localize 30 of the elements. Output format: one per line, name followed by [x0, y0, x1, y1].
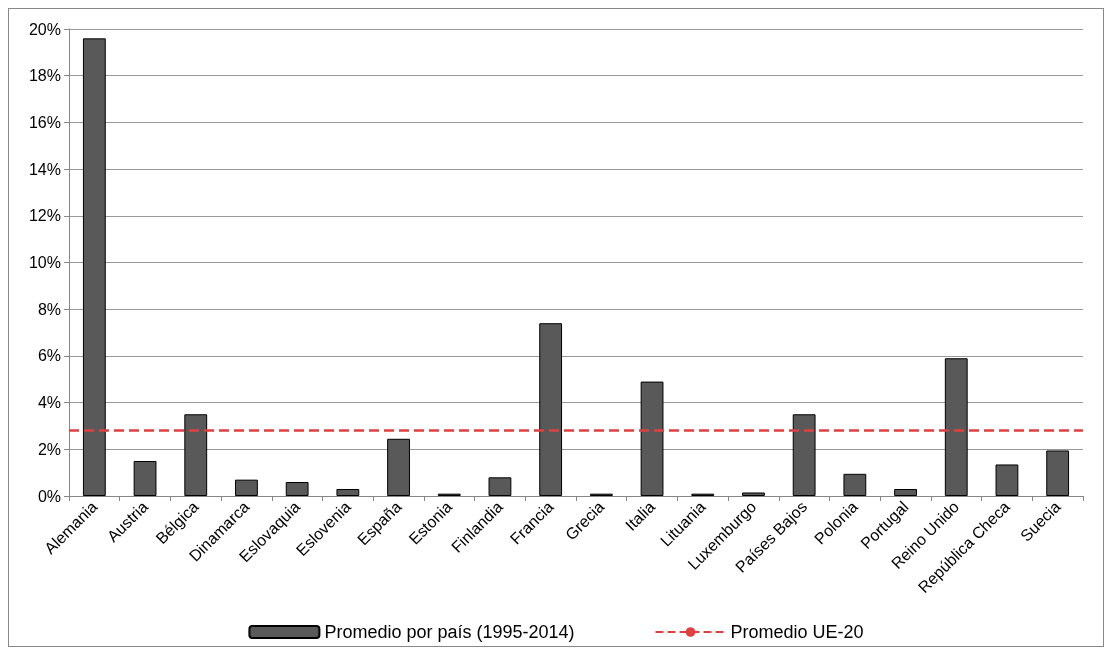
- y-tick-label: 2%: [37, 440, 61, 458]
- y-tick-label: 20%: [28, 20, 61, 38]
- legend-label: Promedio por país (1995-2014): [324, 622, 575, 642]
- bar: [184, 414, 208, 496]
- bar: [82, 38, 106, 496]
- y-tick-label: 0%: [37, 487, 61, 505]
- bar: [792, 414, 816, 496]
- legend-label: Promedio UE-20: [730, 622, 864, 642]
- y-tick-label: 10%: [28, 254, 61, 271]
- bar: [387, 438, 410, 496]
- y-tick-label: 6%: [37, 347, 61, 365]
- bar: [285, 481, 309, 496]
- y-tick-label: 12%: [28, 207, 61, 225]
- bar: [944, 358, 968, 496]
- bar: [133, 460, 157, 496]
- bar: [488, 477, 512, 496]
- bar: [539, 323, 563, 496]
- y-tick-label: 14%: [28, 160, 61, 178]
- bar: [1046, 450, 1070, 496]
- bar: [336, 489, 360, 496]
- y-tick-label: 4%: [37, 394, 61, 412]
- y-tick-label: 8%: [37, 300, 61, 318]
- y-tick-label: 18%: [28, 67, 61, 85]
- y-tick-label: 16%: [28, 113, 61, 131]
- bar: [235, 479, 258, 496]
- bar: [742, 492, 765, 496]
- bar: [894, 489, 917, 496]
- bar: [640, 381, 664, 496]
- bar: [995, 464, 1019, 496]
- bar: [843, 473, 867, 496]
